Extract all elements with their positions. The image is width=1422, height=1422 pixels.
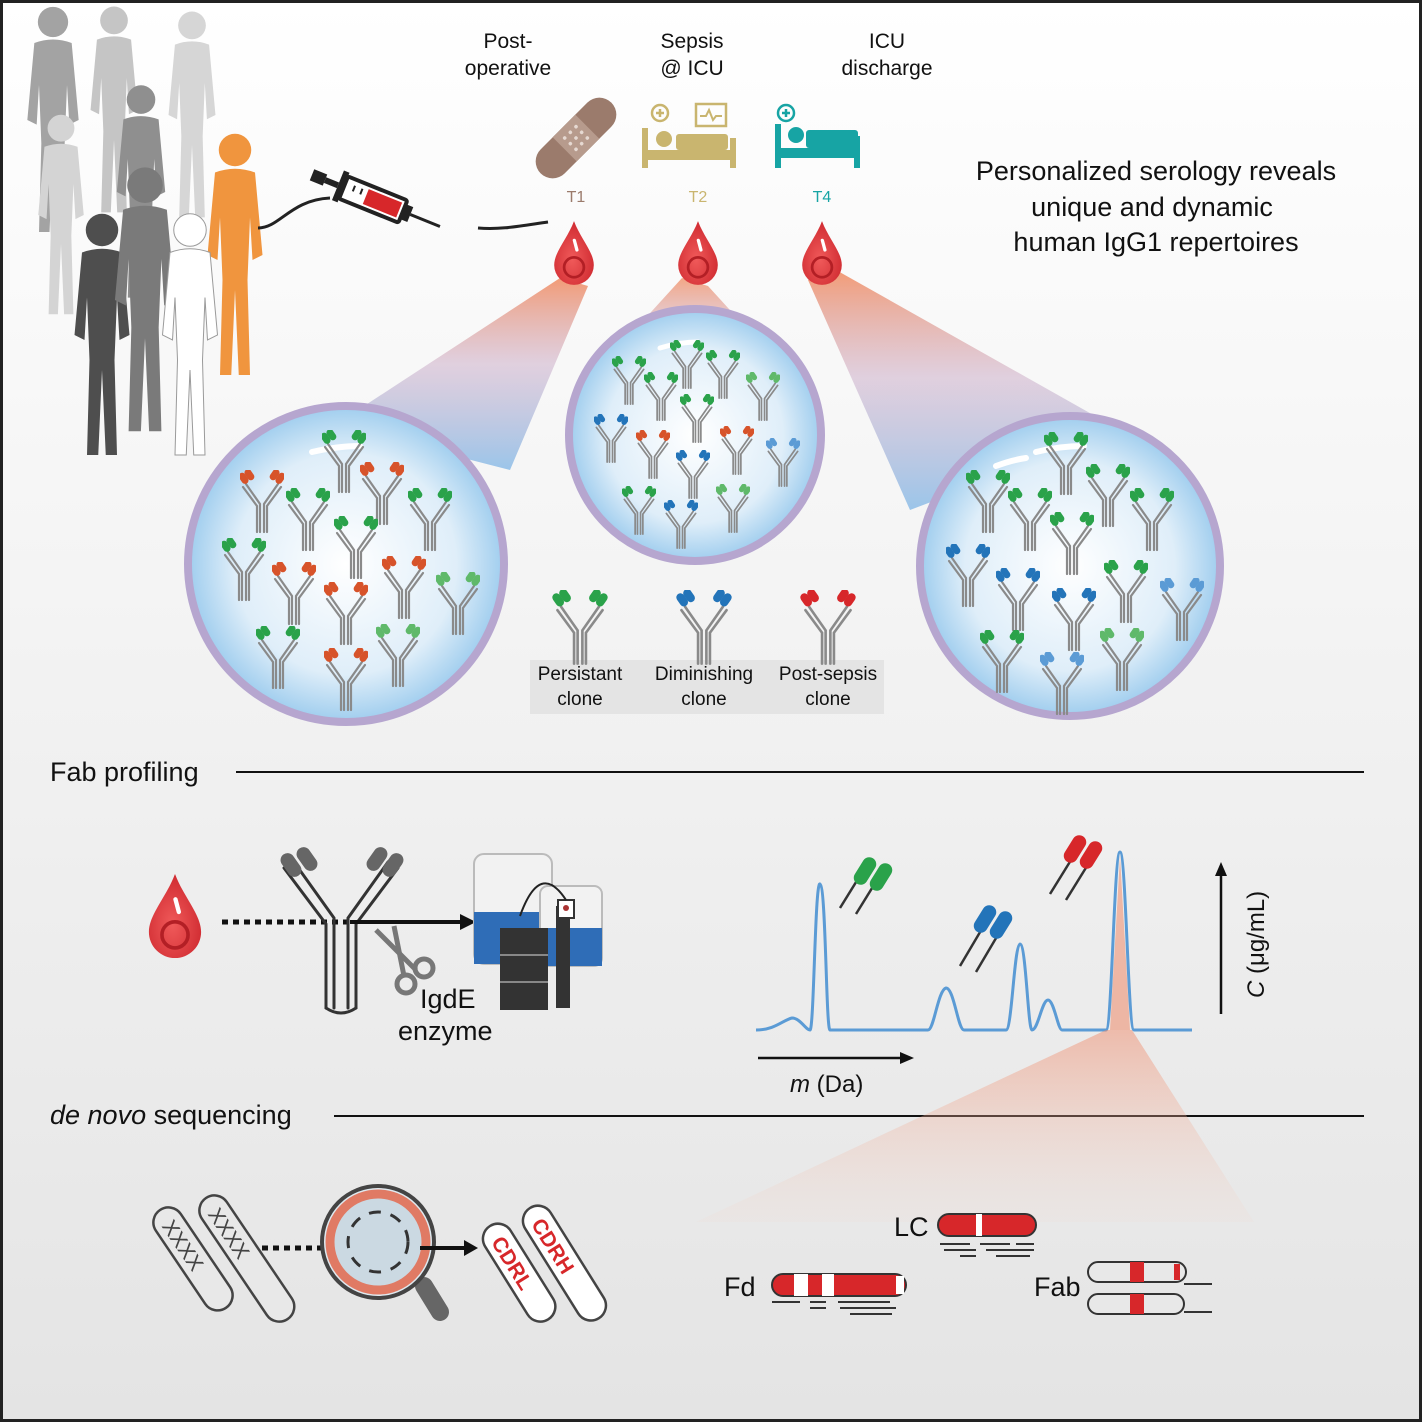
fragment-lc: LC <box>894 1212 1037 1257</box>
headline-line2: unique and dynamic <box>1031 192 1273 222</box>
fragment-fd: Fd <box>724 1272 907 1315</box>
clone-post-sepsis: Post-sepsis clone <box>779 587 877 710</box>
x-axis-label: m (Da) <box>790 1071 863 1098</box>
peak-projection <box>696 1030 1254 1222</box>
headline-line3: human IgG1 repertoires <box>1013 227 1298 257</box>
timepoint-t4-label-line2: discharge <box>841 57 932 80</box>
clone-legend: Persistant clone Diminishing clone Post-… <box>530 587 884 714</box>
lens-t1 <box>184 402 508 726</box>
timepoint-t1-label-line1: Post- <box>483 30 532 53</box>
fragment-fd-label: Fd <box>724 1272 756 1302</box>
hospital-bed-icon <box>775 103 860 168</box>
syringe-tube-left <box>257 196 331 230</box>
timepoint-t1-tag: T1 <box>567 189 586 206</box>
clone-diminishing-label-line2: clone <box>681 689 726 710</box>
clone-diminishing: Diminishing clone <box>655 587 753 710</box>
lens-t2 <box>565 305 825 565</box>
clone-diminishing-label-line1: Diminishing <box>655 664 753 685</box>
y-axis-label: C (μg/mL) <box>1243 891 1270 998</box>
bandage-icon <box>535 97 617 179</box>
clone-post-sepsis-label-line1: Post-sepsis <box>779 664 877 685</box>
fab-marker-red <box>1048 835 1103 901</box>
section-de-novo-title: de novo sequencing <box>50 1100 292 1130</box>
fragment-fab: Fab <box>1034 1261 1212 1315</box>
clone-persistant: Persistant clone <box>538 587 623 710</box>
enzyme-label-line1: IgdE <box>420 984 476 1014</box>
spectrum-chart: m (Da) C (μg/mL) <box>755 835 1270 1098</box>
magnifier-icon <box>320 1184 449 1321</box>
syringe-icon <box>309 169 441 228</box>
hospital-bed-monitor-icon <box>642 102 736 168</box>
fab-marker-green <box>838 857 893 915</box>
timepoint-t2-tag: T2 <box>689 189 708 206</box>
timepoint-t2-label-line2: @ ICU <box>660 57 723 80</box>
headline: Personalized serology reveals unique and… <box>976 156 1336 257</box>
timepoint-t1-label-line2: operative <box>465 57 551 80</box>
fragment-lc-label: LC <box>894 1212 929 1242</box>
peak-highlight <box>1110 856 1130 1030</box>
timepoint-labels: Post- operative Sepsis @ ICU ICU dischar… <box>465 30 933 80</box>
timepoint-t2-label-line1: Sepsis <box>660 30 723 53</box>
mass-spectrometer-icon <box>473 853 603 1010</box>
enzyme-label-line2: enzyme <box>398 1016 493 1046</box>
spectrum-trace <box>755 850 1192 1032</box>
cleavage-arrow-head <box>460 914 476 930</box>
timepoint-t4-label-line1: ICU <box>869 30 905 53</box>
igg-fab-tips <box>280 847 404 877</box>
lens-t4 <box>916 412 1224 720</box>
sequencing-arrow-head <box>464 1240 478 1256</box>
fab-marker-blue <box>958 905 1013 973</box>
section-fab-profiling-title: Fab profiling <box>50 757 199 787</box>
y-axis-arrow-head <box>1215 862 1227 876</box>
syringe-tube-right <box>477 220 549 231</box>
clone-post-sepsis-label-line2: clone <box>805 689 850 710</box>
scissors-icon <box>374 925 436 996</box>
x-axis-arrow-head <box>900 1052 914 1064</box>
clone-persistant-label-line2: clone <box>557 689 602 710</box>
headline-line1: Personalized serology reveals <box>976 156 1336 186</box>
clone-persistant-label-line1: Persistant <box>538 664 623 685</box>
fragment-fab-label: Fab <box>1034 1272 1081 1302</box>
timepoint-t4-tag: T4 <box>813 189 832 206</box>
timepoint-tags: T1 T2 T4 <box>567 189 832 206</box>
